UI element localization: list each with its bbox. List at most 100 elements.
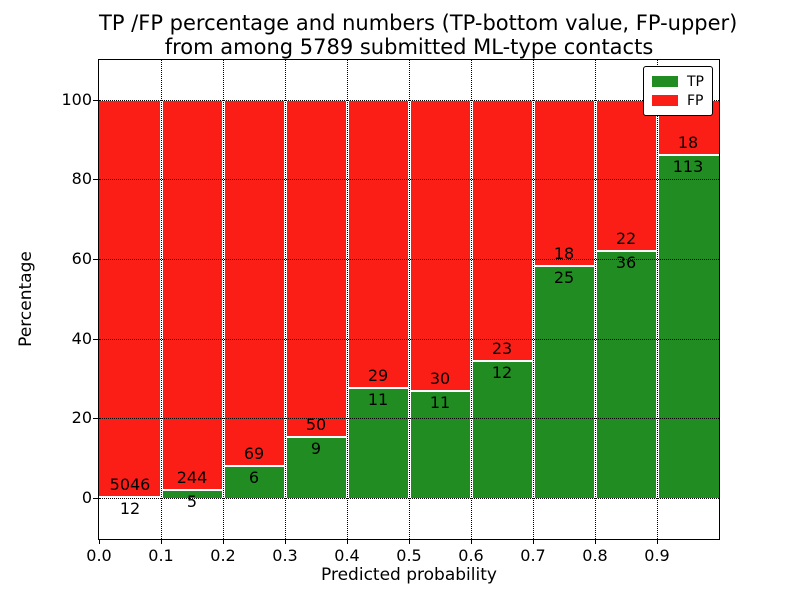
legend-label-tp: TP xyxy=(687,73,704,90)
gridline-v-dots xyxy=(594,60,596,539)
gridline-v-dots xyxy=(656,60,658,539)
bar-boundary-edge xyxy=(533,265,595,268)
fp-count-label: 5046 xyxy=(109,475,151,495)
gridline-h xyxy=(99,338,719,340)
gridline-v-dots xyxy=(284,60,286,539)
gridline-v xyxy=(407,60,411,539)
gridline-h xyxy=(99,418,719,420)
bar-boundary-edge xyxy=(161,488,223,491)
bar-tp-segment xyxy=(471,361,533,498)
bar-fp-segment xyxy=(223,99,285,467)
gridline-v-dots xyxy=(532,60,534,539)
x-tick-label: 0.3 xyxy=(272,546,298,565)
bar-tp-segment xyxy=(595,250,657,498)
bar-tp-segment xyxy=(533,266,595,498)
bar-fp-segment xyxy=(285,99,347,438)
x-tick xyxy=(161,540,162,544)
gridline-v xyxy=(159,60,163,539)
bar-boundary-edge xyxy=(657,153,719,156)
chart-title-line2: from among 5789 submitted ML-type contac… xyxy=(164,35,654,59)
fp-count-label: 69 xyxy=(243,444,265,464)
legend: TP FP xyxy=(643,66,713,116)
fp-count-label: 23 xyxy=(491,339,513,359)
x-tick-label: 0.7 xyxy=(520,546,546,565)
gridline-v xyxy=(221,60,225,539)
chart-title: TP /FP percentage and numbers (TP-bottom… xyxy=(99,11,738,59)
bar-fp-segment xyxy=(161,99,223,490)
fp-count-label: 22 xyxy=(615,228,637,248)
gridline-v-dots xyxy=(222,60,224,539)
x-tick-label: 0.9 xyxy=(644,546,670,565)
tp-count-label: 6 xyxy=(248,468,260,488)
y-tick-label: 100 xyxy=(61,89,92,109)
bar-tp-segment xyxy=(347,388,409,498)
gridline-v-dots xyxy=(470,60,472,539)
tp-count-label: 36 xyxy=(615,252,637,272)
gridline-v xyxy=(593,60,597,539)
y-tick-label: 40 xyxy=(71,328,92,348)
x-tick xyxy=(285,540,286,544)
bar-fp-segment xyxy=(99,99,161,498)
tp-count-label: 5 xyxy=(186,491,198,511)
x-tick xyxy=(347,540,348,544)
gridline-h xyxy=(99,497,719,499)
x-tick-label: 0.5 xyxy=(396,546,422,565)
tp-count-label: 11 xyxy=(367,390,389,410)
x-tick-label: 0.8 xyxy=(582,546,608,565)
bar-boundary-edge xyxy=(471,360,533,363)
x-tick-label: 0.6 xyxy=(458,546,484,565)
gridline-v-dots xyxy=(346,60,348,539)
tp-count-label: 113 xyxy=(672,156,704,176)
legend-swatch-fp-icon xyxy=(652,95,678,106)
y-tick-label: 0 xyxy=(81,487,92,507)
x-tick xyxy=(223,540,224,544)
x-tick xyxy=(471,540,472,544)
fp-count-label: 18 xyxy=(553,244,575,264)
bar-boundary-edge xyxy=(285,436,347,439)
fp-count-label: 30 xyxy=(429,369,451,389)
fp-count-label: 29 xyxy=(367,366,389,386)
bar-tp-segment xyxy=(657,154,719,498)
x-tick xyxy=(409,540,410,544)
plot-area: TP FP 5046 12 244 5 69 6 50 9 29 11 30 11 23 12 18 25 22… xyxy=(98,59,720,540)
tp-count-label: 9 xyxy=(310,439,322,459)
gridline-h xyxy=(99,179,719,181)
legend-swatch-tp-icon xyxy=(652,76,678,87)
x-axis-label: Predicted probability xyxy=(321,565,497,585)
y-tick-label: 80 xyxy=(71,169,92,189)
tp-count-label: 25 xyxy=(553,268,575,288)
bar-boundary-edge xyxy=(223,465,285,468)
x-tick xyxy=(657,540,658,544)
bar-boundary-edge xyxy=(595,249,657,252)
x-tick-label: 0.2 xyxy=(210,546,236,565)
gridline-v xyxy=(283,60,287,539)
gridline-h xyxy=(99,99,719,101)
x-tick-label: 0.1 xyxy=(148,546,174,565)
bar-boundary-edge xyxy=(347,387,409,390)
legend-entry-tp: TP xyxy=(652,72,704,91)
y-axis-label: Percentage xyxy=(16,251,36,347)
bar-tp-segment xyxy=(285,437,347,498)
y-tick-label: 20 xyxy=(71,408,92,428)
x-tick xyxy=(533,540,534,544)
tp-count-label: 12 xyxy=(491,363,513,383)
gridline-v xyxy=(655,60,659,539)
gridline-h xyxy=(99,259,719,261)
fp-count-label: 50 xyxy=(305,415,327,435)
x-tick xyxy=(99,540,100,544)
fp-count-label: 18 xyxy=(677,132,699,152)
bar-fp-segment xyxy=(409,99,471,392)
legend-entry-fp: FP xyxy=(652,91,704,110)
bar-boundary-edge xyxy=(99,496,161,499)
chart-title-line1: TP /FP percentage and numbers (TP-bottom… xyxy=(99,11,738,35)
gridline-v xyxy=(531,60,535,539)
fp-count-label: 244 xyxy=(176,467,208,487)
legend-label-fp: FP xyxy=(687,92,704,109)
y-tick-label: 60 xyxy=(71,249,92,269)
tp-count-label: 12 xyxy=(119,499,141,519)
x-tick-label: 0.0 xyxy=(86,546,112,565)
bar-tp-segment xyxy=(161,489,223,498)
x-tick-label: 0.4 xyxy=(334,546,360,565)
gridline-v xyxy=(469,60,473,539)
